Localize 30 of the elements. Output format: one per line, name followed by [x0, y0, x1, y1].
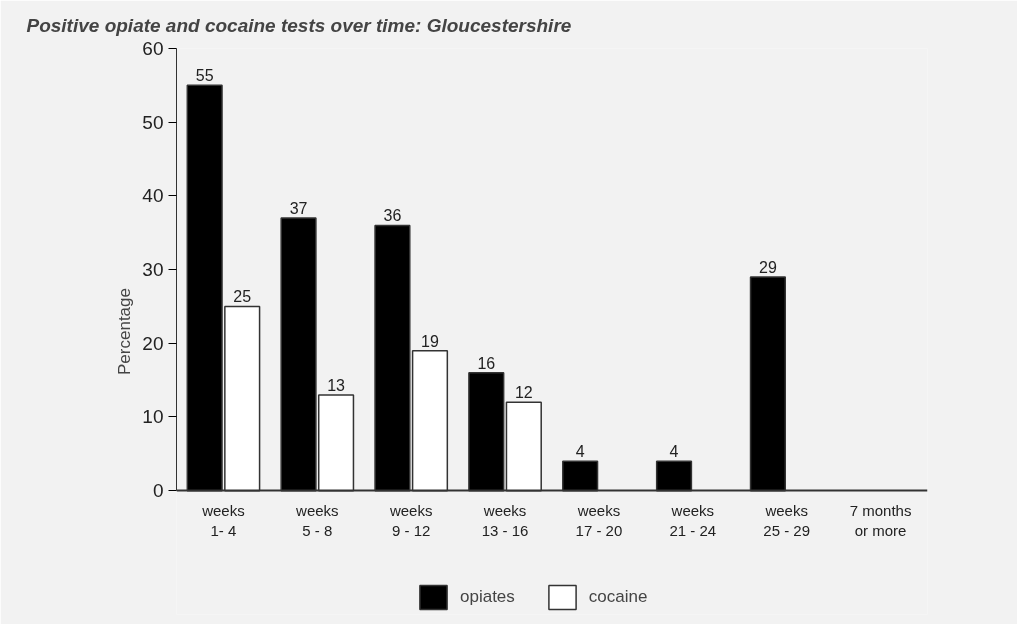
data-label: 36	[383, 207, 402, 225]
data-label: 25	[233, 288, 252, 306]
data-label: 29	[759, 258, 777, 276]
x-tick-label: weeks 1- 4	[201, 501, 245, 540]
y-tick-label: 60	[142, 38, 164, 59]
y-tick-label: 0	[152, 480, 164, 502]
data-label: 13	[327, 376, 346, 394]
data-label: 12	[514, 384, 533, 402]
y-axis-title: Percentage	[115, 288, 135, 375]
x-tick-label: weeks 5 - 8	[295, 501, 339, 540]
data-label: 55	[195, 67, 214, 85]
x-tick-label: weeks 13 - 16	[481, 501, 529, 540]
chart-title: Positive opiate and cocaine tests over time: Gloucestershire	[26, 15, 572, 36]
legend-label: cocaine	[588, 587, 648, 607]
y-tick-label: 40	[142, 185, 164, 207]
data-label: 19	[421, 332, 439, 350]
y-tick-label: 30	[142, 259, 164, 281]
data-label: 16	[477, 354, 496, 372]
x-tick-label: weeks 21 - 24	[669, 501, 717, 540]
data-label: 4	[669, 443, 679, 461]
data-label: 37	[289, 200, 308, 218]
y-tick-label: 20	[142, 332, 164, 354]
x-tick-label: 7 months or more	[849, 501, 912, 540]
data-label: 4	[575, 443, 585, 461]
y-tick-label: 50	[142, 111, 164, 133]
y-tick-label: 10	[142, 406, 164, 428]
legend-label: opiates	[460, 587, 515, 607]
x-tick-label: weeks 25 - 29	[763, 501, 811, 540]
x-tick-label: weeks 17 - 20	[575, 501, 623, 540]
x-tick-label: weeks 9 - 12	[388, 501, 433, 540]
